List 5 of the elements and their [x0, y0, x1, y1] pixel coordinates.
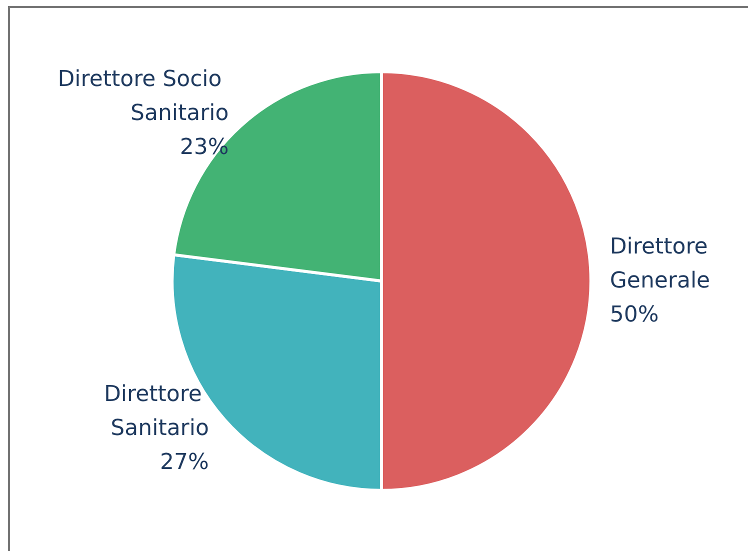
- slice-label: Direttore Socio Sanitario: [58, 66, 229, 126]
- slice-label: Direttore Sanitario: [104, 382, 209, 442]
- data-label: 50%: [610, 302, 659, 328]
- data-label: 27%: [160, 450, 209, 476]
- slice-label: Direttore Generale: [610, 234, 715, 294]
